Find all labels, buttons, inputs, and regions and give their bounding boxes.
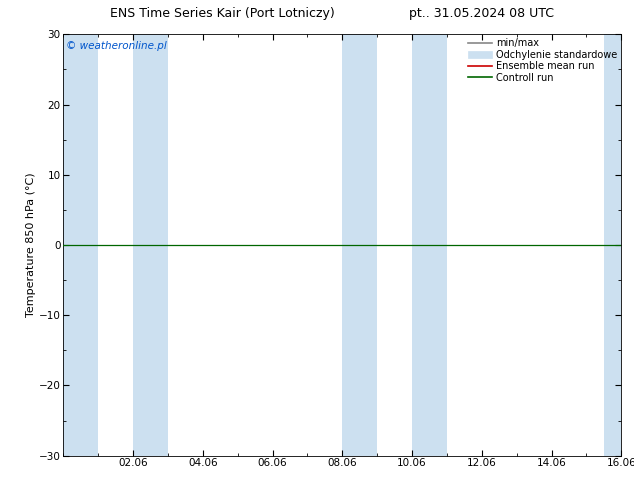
Bar (604, 34, 621, 456)
Bar (63, 34, 98, 456)
Y-axis label: Temperature 850 hPa (°C): Temperature 850 hPa (°C) (26, 172, 36, 318)
Bar (133, 34, 168, 456)
Text: © weatheronline.pl: © weatheronline.pl (66, 41, 167, 50)
Legend: min/max, Odchylenie standardowe, Ensemble mean run, Controll run: min/max, Odchylenie standardowe, Ensembl… (466, 36, 619, 84)
Text: ENS Time Series Kair (Port Lotniczy): ENS Time Series Kair (Port Lotniczy) (110, 7, 334, 21)
Text: pt.. 31.05.2024 08 UTC: pt.. 31.05.2024 08 UTC (410, 7, 554, 21)
Bar (342, 34, 377, 456)
Bar (412, 34, 447, 456)
